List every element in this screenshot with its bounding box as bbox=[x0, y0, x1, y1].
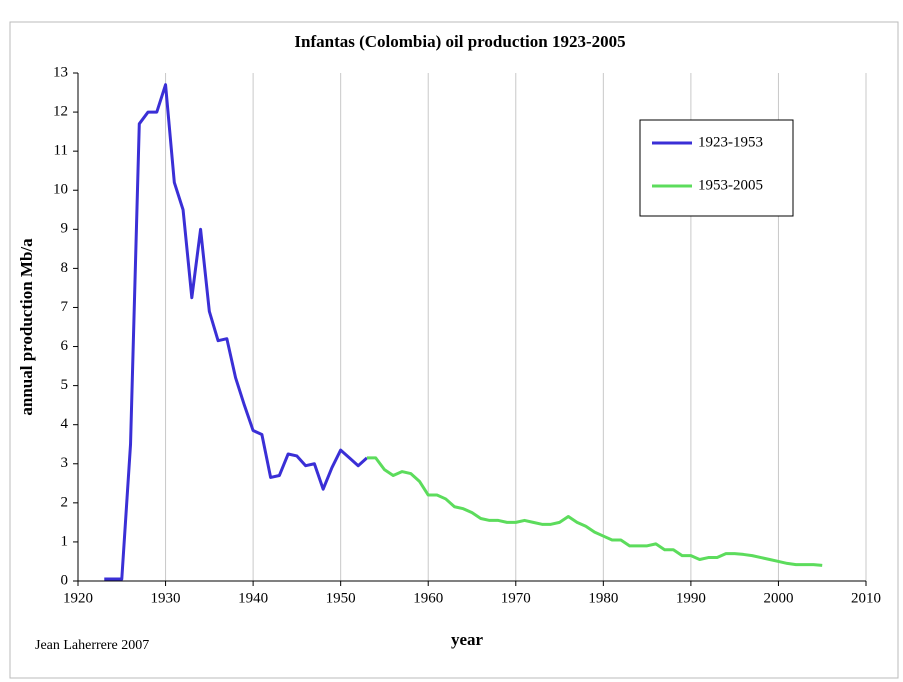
y-tick-label: 3 bbox=[61, 455, 69, 471]
x-axis-label: year bbox=[451, 630, 484, 649]
y-tick-label: 12 bbox=[53, 104, 68, 120]
y-tick-label: 7 bbox=[61, 299, 69, 315]
y-tick-label: 8 bbox=[61, 260, 69, 276]
y-tick-label: 5 bbox=[61, 377, 69, 393]
y-tick-label: 2 bbox=[61, 494, 69, 510]
x-tick-label: 1950 bbox=[326, 590, 356, 606]
x-tick-label: 2010 bbox=[851, 590, 881, 606]
y-axis-label: annual production Mb/a bbox=[17, 238, 36, 416]
y-tick-label: 4 bbox=[61, 416, 69, 432]
x-tick-label: 1930 bbox=[151, 590, 181, 606]
y-tick-label: 6 bbox=[61, 338, 69, 354]
y-tick-label: 10 bbox=[53, 182, 68, 198]
y-tick-label: 13 bbox=[53, 64, 68, 80]
line-series bbox=[104, 83, 368, 581]
legend-label: 1953-2005 bbox=[698, 177, 763, 193]
x-tick-label: 2000 bbox=[763, 590, 793, 606]
y-tick-label: 1 bbox=[61, 533, 69, 549]
chart-title: Infantas (Colombia) oil production 1923-… bbox=[294, 32, 625, 51]
credit: Jean Laherrere 2007 bbox=[35, 638, 149, 653]
legend-box bbox=[639, 119, 794, 217]
x-tick-label: 1960 bbox=[413, 590, 443, 606]
x-tick-label: 1970 bbox=[501, 590, 531, 606]
x-tick-label: 1920 bbox=[63, 590, 93, 606]
line-series bbox=[366, 456, 823, 567]
x-tick-label: 1940 bbox=[238, 590, 268, 606]
y-tick-label: 9 bbox=[61, 221, 69, 237]
y-tick-label: 0 bbox=[61, 572, 69, 588]
legend-label: 1923-1953 bbox=[698, 134, 763, 150]
x-tick-label: 1990 bbox=[676, 590, 706, 606]
x-tick-label: 1980 bbox=[588, 590, 618, 606]
y-tick-label: 11 bbox=[54, 143, 68, 159]
